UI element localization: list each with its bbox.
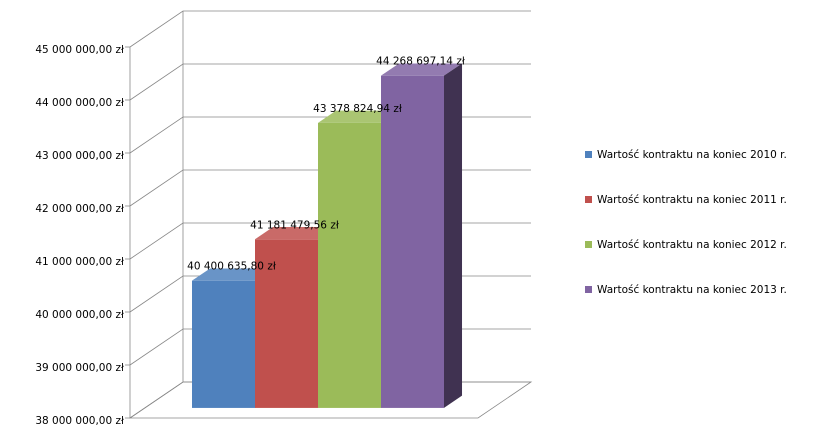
bar: [192, 280, 255, 408]
y-tick-label: 45 000 000,00 zł: [35, 44, 124, 56]
y-tick-label: 44 000 000,00 zł: [35, 97, 124, 109]
y-tick-label: 39 000 000,00 zł: [35, 362, 124, 374]
bar-top: [381, 63, 463, 76]
bar-top: [255, 227, 337, 240]
y-tick-label: 41 000 000,00 zł: [35, 256, 124, 268]
bar: [255, 239, 318, 408]
legend-label: Wartość kontraktu na koniec 2010 r.: [597, 149, 787, 161]
y-tick-label: 40 000 000,00 zł: [35, 309, 124, 321]
data-label: 43 378 824,94 zł: [313, 103, 402, 115]
legend-swatch: [585, 286, 592, 293]
data-label: 40 400 635,80 zł: [187, 261, 276, 273]
bar-top: [192, 268, 274, 281]
bar: [381, 75, 444, 408]
bar-top: [318, 110, 400, 123]
legend-swatch: [585, 196, 592, 203]
legend-label: Wartość kontraktu na koniec 2011 r.: [597, 194, 787, 206]
grid-line: [129, 10, 531, 48]
legend-label: Wartość kontraktu na koniec 2012 r.: [597, 239, 787, 251]
data-label: 44 268 697,14 zł: [376, 56, 465, 68]
y-tick-label: 43 000 000,00 zł: [35, 150, 124, 162]
bar: [318, 122, 381, 408]
data-label: 41 181 479,56 zł: [250, 219, 339, 231]
legend-label: Wartość kontraktu na koniec 2013 r.: [597, 284, 787, 296]
y-tick-label: 38 000 000,00 zł: [35, 415, 124, 427]
legend-swatch: [585, 241, 592, 248]
y-tick-label: 42 000 000,00 zł: [35, 203, 124, 215]
legend-swatch: [585, 151, 592, 158]
bar-side: [444, 63, 463, 408]
grid-line: [129, 63, 531, 101]
